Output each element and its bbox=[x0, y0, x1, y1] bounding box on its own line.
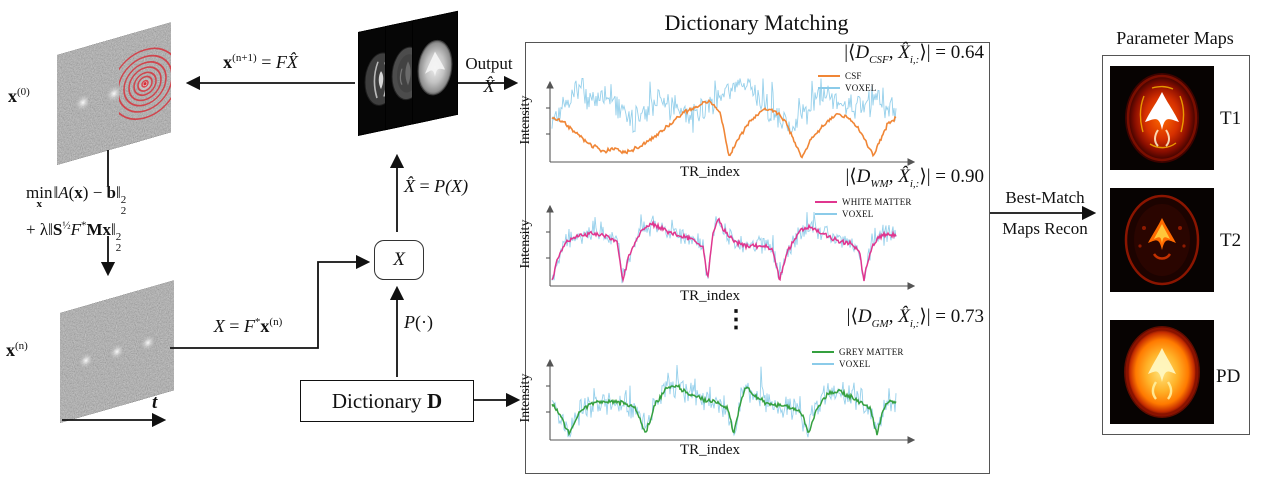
series-voxel bbox=[551, 78, 897, 134]
csf-correlation-text: |⟨DCSF, X̂i,:⟩| = 0.64 bbox=[844, 42, 984, 66]
gm-plot-legend: GREY MATTER VOXEL bbox=[812, 346, 904, 370]
t2-map-image bbox=[1110, 188, 1214, 292]
gm-match-plot bbox=[546, 358, 916, 444]
time-axis-label: t bbox=[152, 392, 158, 413]
brain-slice bbox=[412, 10, 458, 125]
csf-match-plot bbox=[546, 78, 916, 166]
p-operator-label: P(·) bbox=[404, 312, 433, 332]
wm-plot-legend: WHITE MATTER VOXEL bbox=[815, 196, 912, 220]
parameter-maps-title: Parameter Maps bbox=[1116, 28, 1234, 48]
best-match-label: Best-Match bbox=[1005, 188, 1085, 207]
wm-match-plot bbox=[546, 204, 916, 290]
regularized-inverse-equation: min x ‖A(x) − b‖ 2 2 + λ‖S½F*Mx‖ 2 2 bbox=[26, 183, 127, 254]
dictionary-box-label: Dictionary D bbox=[331, 388, 443, 413]
intensity-axis-label: Intensity bbox=[517, 95, 533, 145]
wm-correlation-text: |⟨DWM, X̂i,:⟩| = 0.90 bbox=[845, 166, 984, 190]
ellipsis: ⋮ bbox=[724, 307, 748, 333]
t2-label: T2 bbox=[1220, 230, 1242, 251]
voxel-legend-swatch bbox=[815, 213, 837, 216]
series-csf bbox=[551, 98, 897, 159]
csf-legend-swatch bbox=[818, 75, 840, 78]
kspace-stack-xn bbox=[60, 279, 180, 428]
update-equation: x(n+1) = FX̂ bbox=[223, 52, 298, 72]
intensity-axis-label: Intensity bbox=[517, 219, 533, 269]
output-symbol: X̂ bbox=[483, 76, 495, 96]
tr-index-axis-label: TR_index bbox=[680, 288, 740, 304]
projection-equation: X̂ = P(X) bbox=[404, 176, 469, 196]
t1-map-image bbox=[1110, 66, 1214, 170]
dictionary-box: Dictionary D bbox=[300, 380, 474, 422]
maps-recon-label: Maps Recon bbox=[1002, 219, 1088, 238]
intensity-axis-label: Intensity bbox=[517, 373, 533, 423]
output-image-stack bbox=[358, 10, 458, 142]
spiral-trajectory-icon bbox=[119, 47, 171, 120]
voxel-legend-swatch bbox=[812, 363, 834, 366]
series-grey-matter bbox=[551, 383, 897, 437]
gm-correlation-text: |⟨DGM, X̂i,:⟩| = 0.73 bbox=[846, 306, 984, 330]
transform-equation: X = F*x(n) bbox=[213, 316, 283, 336]
t1-label: T1 bbox=[1220, 108, 1242, 129]
series-voxel bbox=[551, 364, 897, 438]
kspace-slice-spiral bbox=[119, 22, 171, 148]
x-tensor-box: X bbox=[374, 240, 424, 280]
series-white-matter bbox=[551, 217, 897, 283]
tr-index-axis-label: TR_index bbox=[680, 442, 740, 458]
x-tensor-label: X bbox=[393, 249, 405, 270]
tr-index-axis-label: TR_index bbox=[680, 164, 740, 180]
series-voxel bbox=[551, 211, 897, 284]
kspace-stack-x0 bbox=[57, 21, 177, 170]
gm-legend-swatch bbox=[812, 351, 834, 354]
pd-label: PD bbox=[1216, 366, 1241, 387]
xn-label: x(n) bbox=[6, 340, 28, 360]
dictionary-matching-title: Dictionary Matching bbox=[664, 10, 849, 35]
kspace-slice bbox=[122, 280, 174, 406]
pd-map-image bbox=[1110, 320, 1214, 424]
csf-plot-legend: CSF VOXEL bbox=[818, 70, 877, 94]
x0-label: x(0) bbox=[8, 86, 30, 106]
wm-legend-swatch bbox=[815, 201, 837, 204]
voxel-legend-swatch bbox=[818, 87, 840, 90]
output-label: Output bbox=[465, 54, 513, 73]
